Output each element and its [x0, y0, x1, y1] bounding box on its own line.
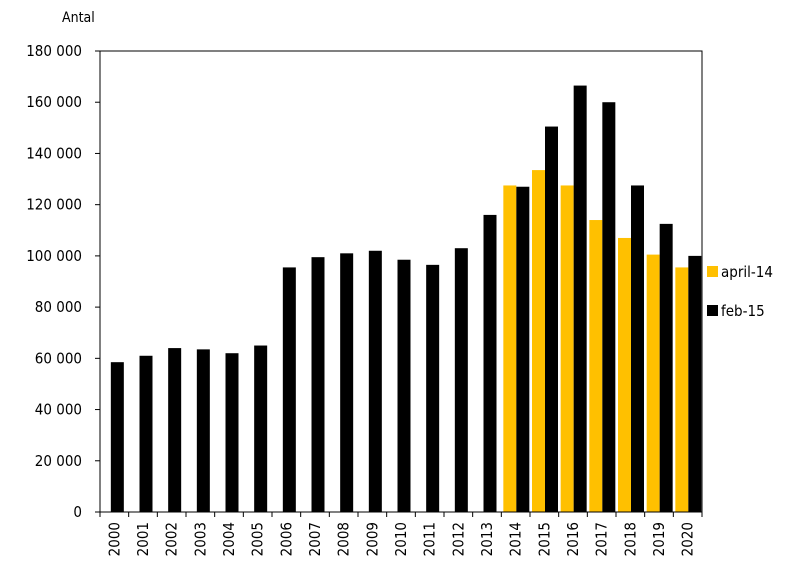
bar-april-14: [675, 267, 689, 512]
x-tick-label: 2015: [535, 522, 553, 556]
legend-label-feb-15: feb-15: [721, 302, 765, 320]
bar-feb-15: [254, 345, 268, 512]
x-tick-label: 2007: [306, 522, 324, 556]
x-tick-label: 2008: [335, 522, 353, 556]
y-tick-label: 180 000: [26, 42, 82, 60]
y-tick-label: 160 000: [26, 93, 82, 111]
x-tick-label: 2016: [564, 522, 582, 556]
y-tick-label: 120 000: [26, 196, 82, 214]
y-tick-label: 80 000: [35, 298, 82, 316]
x-tick-label: 2012: [449, 522, 467, 556]
x-tick-label: 2018: [621, 522, 639, 556]
bar-feb-15: [110, 362, 124, 512]
bar-feb-15: [602, 102, 616, 512]
x-tick-label: 2005: [249, 522, 267, 556]
bar-april-14: [503, 185, 517, 513]
legend-swatch-april-14: [707, 266, 718, 277]
bar-feb-15: [659, 223, 673, 512]
bar-april-14: [560, 185, 574, 513]
bar-april-14: [589, 220, 603, 513]
legend-label-april-14: april-14: [721, 263, 773, 281]
y-tick-label: 20 000: [35, 452, 82, 470]
legend-swatch-feb-15: [707, 305, 718, 316]
y-tick-label: 0: [73, 503, 82, 521]
bars: [110, 85, 702, 513]
bar-feb-15: [225, 353, 239, 512]
x-tick-label: 2019: [650, 522, 668, 556]
x-tick-label: 2002: [163, 522, 181, 556]
x-tick-label: 2014: [507, 522, 525, 556]
bar-feb-15: [168, 348, 182, 512]
x-tick-label: 2010: [392, 522, 410, 556]
x-tick-label: 2009: [363, 522, 381, 556]
x-tick-label: 2004: [220, 522, 238, 556]
bar-feb-15: [139, 355, 153, 512]
y-tick-label: 40 000: [35, 401, 82, 419]
bar-feb-15: [631, 185, 644, 513]
y-axis-ticks: 0 20 000 40 000 60 000 80 000 100 000 120 000 1…: [26, 42, 100, 521]
x-tick-label: 2017: [593, 522, 611, 556]
x-tick-label: 2006: [277, 522, 295, 556]
x-axis-labels: 2000 2001 2002 2003 2004 2005 2006 2007 2008 2009…: [99, 512, 703, 556]
bar-feb-15: [196, 349, 210, 512]
bar-april-14: [618, 237, 631, 512]
bar-feb-15: [340, 253, 354, 513]
bar-feb-15: [483, 214, 497, 512]
bar-feb-15: [282, 267, 296, 512]
plot-area-frame: [99, 50, 703, 513]
bar-feb-15: [397, 259, 411, 512]
bar-feb-15: [368, 250, 382, 512]
bar-feb-15: [516, 186, 530, 512]
bar-april-14: [532, 170, 545, 512]
x-tick-label: 2013: [478, 522, 496, 556]
bar-feb-15: [545, 126, 558, 512]
bar-feb-15: [454, 248, 468, 512]
y-axis-label: Antal: [62, 10, 95, 26]
bar-feb-15: [311, 257, 325, 512]
x-tick-label: 2020: [679, 522, 697, 556]
bar-feb-15: [688, 255, 702, 512]
bar-feb-15: [573, 85, 587, 512]
x-tick-label: 2003: [191, 522, 209, 556]
x-tick-label: 2011: [421, 522, 439, 556]
y-tick-label: 140 000: [26, 144, 82, 162]
y-tick-label: 100 000: [26, 247, 82, 265]
y-tick-label: 60 000: [35, 349, 82, 367]
bar-april-14: [646, 254, 660, 512]
legend: april-14 feb-15: [707, 263, 773, 320]
x-tick-label: 2001: [134, 522, 152, 556]
bar-feb-15: [426, 264, 440, 512]
x-tick-label: 2000: [105, 522, 123, 556]
